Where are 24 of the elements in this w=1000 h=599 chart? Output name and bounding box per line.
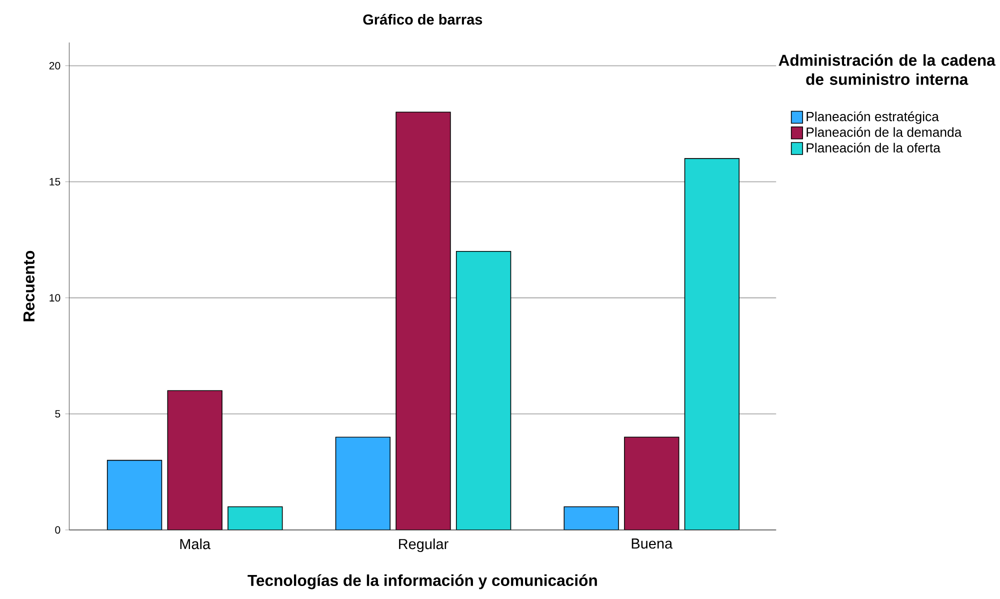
chart-title: Gráfico de barras xyxy=(363,14,482,25)
bar xyxy=(228,506,283,530)
y-tick-label: 0 xyxy=(55,526,60,534)
x-axis-title: Tecnologías de la información y comunicación xyxy=(248,574,597,590)
x-tick-label: Buena xyxy=(632,538,673,549)
x-tick-label: Regular xyxy=(399,538,448,552)
bar xyxy=(335,436,391,530)
y-tick-label: 20 xyxy=(49,62,60,70)
bar xyxy=(684,158,740,530)
bar xyxy=(396,112,451,530)
bar xyxy=(456,250,512,530)
y-tick-label: 10 xyxy=(50,294,60,302)
x-tick-label: Mala xyxy=(180,538,211,550)
legend-label: Planeación de la demanda xyxy=(806,126,962,137)
bar xyxy=(624,436,680,530)
y-tick-label: 15 xyxy=(50,178,60,186)
legend-label: Planeación de la oferta xyxy=(806,142,940,152)
bar xyxy=(167,390,222,530)
bar xyxy=(106,460,162,530)
legend-title: Administración de la cadena de suministro interna xyxy=(778,54,996,85)
y-axis-title: Recuento xyxy=(24,250,35,322)
legend-label: Planeación estratégica xyxy=(806,111,939,124)
bar xyxy=(564,506,619,530)
y-tick-label: 5 xyxy=(55,410,60,418)
